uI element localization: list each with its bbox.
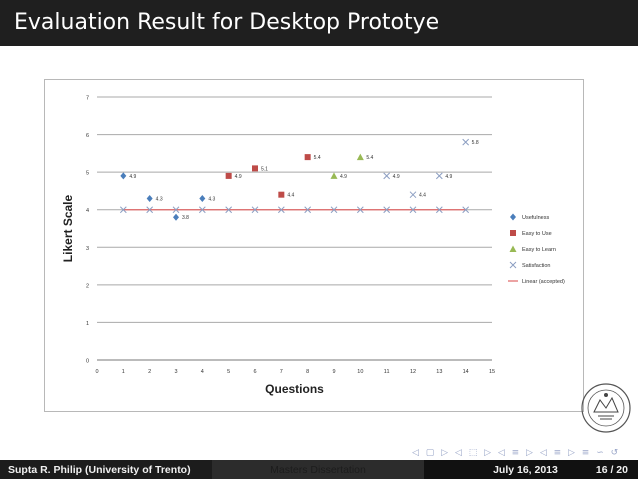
x-tick-label: 14 (463, 369, 469, 375)
linear-point (277, 206, 285, 214)
satisfaction-data-label: 4.9 (445, 174, 452, 180)
usefulness-data-label: 3.8 (182, 215, 189, 221)
y-axis-title: Likert Scale (61, 194, 75, 262)
easy-to-learn-point (356, 153, 364, 161)
x-tick-label: 3 (174, 369, 177, 375)
linear-point (383, 206, 391, 214)
satisfaction-point (462, 138, 470, 146)
x-tick-label: 1 (122, 369, 125, 375)
y-tick-label: 4 (86, 208, 89, 214)
x-tick-label: 8 (306, 369, 309, 375)
x-tick-label: 11 (384, 369, 390, 375)
x-axis-title: Questions (265, 382, 324, 396)
linear-point (225, 206, 233, 214)
satisfaction-data-label: 4.4 (419, 193, 426, 199)
satisfaction-point (409, 191, 417, 199)
slide-title-bar: Evaluation Result for Desktop Prototye (0, 0, 638, 46)
legend-label: Linear (accepted) (522, 279, 565, 285)
y-tick-label: 5 (86, 171, 89, 177)
legend-label: Easy to Learn (522, 247, 556, 253)
easy-to-use-point (225, 172, 232, 179)
x-tick-label: 7 (280, 369, 283, 375)
usefulness-point (120, 172, 127, 180)
linear-point (172, 206, 180, 214)
slide-footer: Supta R. Philip (University of Trento) M… (0, 460, 638, 479)
beamer-navigation-controls[interactable]: ◁ ▢ ▷ ◁ ⬚ ▷ ◁ ≡ ▷ ◁ ≡ ▷ ≡ ∽ ↺ (412, 448, 621, 458)
linear-point (198, 206, 206, 214)
usefulness-data-label: 4.3 (156, 196, 163, 202)
easy-to-use-point (252, 165, 258, 172)
easy-to-use-data-label: 5.1 (261, 166, 268, 172)
x-tick-label: 13 (436, 369, 442, 375)
y-tick-label: 1 (86, 321, 89, 327)
easy-to-learn-point (330, 172, 338, 179)
x-tick-label: 6 (253, 369, 256, 375)
legend-label: Satisfaction (522, 263, 550, 269)
university-seal-icon (581, 383, 631, 433)
footer-talk-title: Masters Dissertation (212, 460, 424, 479)
x-tick-label: 12 (410, 369, 416, 375)
chart-container: 0 1 2 3 4 5 6 7 0 1 2 3 4 5 6 7 8 9 10 11 12 13 14 15 Questions L… (44, 79, 584, 412)
legend-marker (509, 261, 517, 269)
x-tick-label: 10 (357, 369, 363, 375)
usefulness-data-label: 4.3 (208, 196, 215, 202)
y-tick-label: 3 (86, 246, 89, 252)
usefulness-data-label: 4.9 (129, 174, 136, 180)
linear-point (435, 206, 443, 214)
linear-point (119, 206, 127, 214)
y-tick-label: 0 (86, 359, 89, 365)
usefulness-point (173, 213, 179, 221)
linear-point (462, 206, 470, 214)
satisfaction-point (383, 172, 391, 180)
easy-to-learn-data-label: 5.4 (366, 155, 373, 161)
usefulness-point (146, 194, 153, 202)
footer-author: Supta R. Philip (University of Trento) (0, 460, 212, 479)
footer-date: July 16, 2013 (493, 463, 558, 476)
legend-marker (510, 213, 516, 221)
slide-title: Evaluation Result for Desktop Prototye (14, 10, 440, 35)
footer-date-page: July 16, 2013 16 / 20 (424, 460, 638, 479)
easy-to-use-point (278, 191, 285, 198)
y-tick-label: 6 (86, 133, 89, 139)
x-tick-label: 9 (332, 369, 335, 375)
easy-to-learn-data-label: 4.9 (340, 174, 347, 180)
y-tick-label: 2 (86, 283, 89, 289)
easy-to-use-point (304, 154, 311, 161)
usefulness-point (199, 194, 206, 202)
footer-page-number: 16 / 20 (595, 463, 628, 476)
y-tick-label: 7 (86, 96, 89, 102)
x-tick-label: 0 (95, 369, 98, 375)
x-tick-label: 5 (227, 369, 230, 375)
satisfaction-point (435, 172, 443, 180)
x-tick-label: 15 (489, 369, 495, 375)
linear-point (146, 206, 154, 214)
linear-point (251, 206, 259, 214)
easy-to-use-data-label: 4.4 (287, 193, 294, 199)
x-tick-label: 4 (201, 369, 204, 375)
legend-label: Easy to Use (522, 231, 552, 237)
easy-to-use-data-label: 5.4 (314, 155, 321, 161)
linear-point (304, 206, 312, 214)
linear-point (409, 206, 417, 214)
legend-marker (510, 230, 516, 236)
linear-point (356, 206, 364, 214)
linear-point (330, 206, 338, 214)
legend-label: Usefulness (522, 215, 549, 221)
x-tick-label: 2 (148, 369, 151, 375)
satisfaction-data-label: 5.8 (472, 140, 479, 146)
satisfaction-data-label: 4.9 (393, 174, 400, 180)
easy-to-use-data-label: 4.9 (235, 174, 242, 180)
legend-marker (509, 245, 517, 252)
